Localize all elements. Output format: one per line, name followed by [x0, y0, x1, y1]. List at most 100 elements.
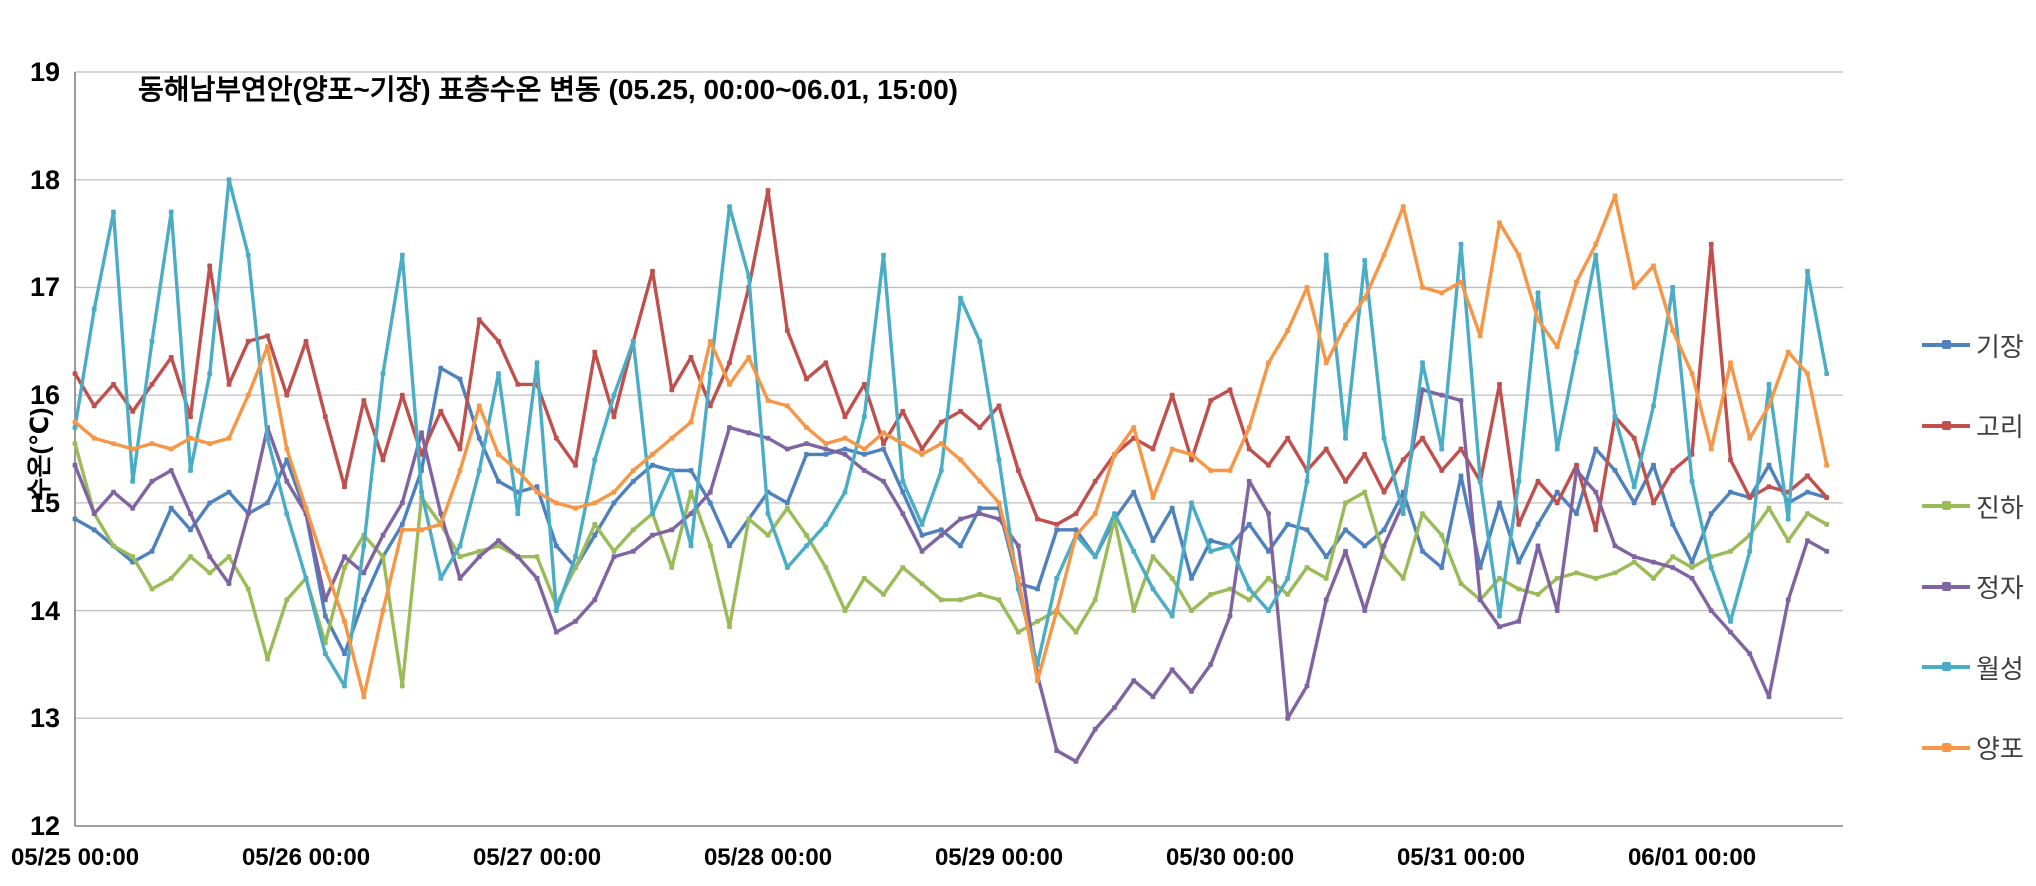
- marker: [111, 209, 116, 215]
- marker: [91, 527, 97, 533]
- marker: [842, 608, 848, 613]
- marker: [1015, 575, 1021, 581]
- marker: [707, 500, 713, 506]
- marker: [322, 651, 328, 657]
- marker: [1516, 559, 1522, 565]
- marker: [1612, 570, 1618, 576]
- marker: [1189, 608, 1194, 613]
- marker: [1805, 473, 1810, 479]
- marker: [1593, 252, 1599, 258]
- legend-item-양포: 양포: [1922, 733, 2024, 764]
- marker: [438, 522, 444, 527]
- marker: [322, 414, 328, 420]
- marker: [476, 468, 482, 473]
- marker: [226, 435, 232, 441]
- legend-line-swatch: [1922, 662, 1970, 671]
- legend-label: 양포: [1976, 734, 2024, 764]
- marker: [938, 527, 944, 533]
- marker: [457, 575, 463, 581]
- marker: [650, 452, 655, 457]
- marker: [573, 565, 578, 570]
- marker: [1439, 446, 1445, 452]
- marker: [265, 500, 270, 506]
- marker: [457, 543, 463, 549]
- marker: [1612, 468, 1618, 473]
- marker: [1400, 204, 1406, 209]
- y-tick-label-12: 12: [29, 811, 60, 841]
- marker: [1497, 624, 1502, 630]
- marker: [1169, 446, 1175, 452]
- marker: [1266, 360, 1271, 366]
- marker: [842, 446, 848, 452]
- marker: [284, 478, 290, 484]
- marker: [1246, 597, 1252, 603]
- marker: [1651, 500, 1656, 506]
- marker: [342, 651, 347, 657]
- marker: [842, 452, 848, 457]
- marker: [1150, 586, 1156, 592]
- marker: [1458, 473, 1464, 479]
- marker: [881, 441, 886, 446]
- marker: [842, 489, 848, 495]
- marker: [611, 392, 617, 398]
- marker: [438, 365, 444, 371]
- marker: [996, 457, 1002, 463]
- x-tick-label-1: 05/26 00:00: [241, 844, 371, 871]
- marker: [727, 624, 732, 630]
- marker: [515, 468, 521, 473]
- marker: [977, 425, 983, 430]
- marker: [842, 414, 848, 420]
- series-line-3: [73, 388, 1829, 764]
- marker: [1208, 592, 1214, 597]
- legend-line-swatch: [1922, 420, 1970, 430]
- marker: [1246, 478, 1252, 484]
- marker: [1150, 446, 1156, 452]
- marker: [476, 548, 482, 554]
- series-기장: [72, 365, 1830, 657]
- legend-marker: [1942, 501, 1951, 510]
- marker: [303, 575, 309, 581]
- series-line-2: [73, 441, 1829, 688]
- marker: [284, 457, 290, 463]
- marker: [1535, 290, 1541, 296]
- marker: [72, 425, 78, 430]
- marker: [1400, 457, 1406, 463]
- marker: [881, 592, 886, 597]
- marker: [168, 355, 174, 360]
- marker: [977, 505, 983, 511]
- marker: [707, 543, 713, 549]
- marker: [1246, 446, 1252, 452]
- marker: [842, 435, 848, 441]
- series-고리: [72, 188, 1830, 533]
- legend-item-고리: 고리: [1922, 411, 2024, 442]
- marker: [1747, 548, 1753, 554]
- series-양포: [72, 193, 1830, 700]
- marker: [1054, 527, 1060, 533]
- marker: [91, 435, 97, 441]
- marker: [1689, 371, 1695, 376]
- marker: [1208, 662, 1214, 667]
- marker: [380, 554, 386, 560]
- marker: [1246, 425, 1252, 430]
- marker: [1805, 489, 1810, 495]
- marker: [111, 543, 116, 549]
- marker: [823, 360, 829, 366]
- marker: [419, 430, 424, 436]
- marker: [1285, 575, 1291, 581]
- marker: [958, 516, 963, 522]
- marker: [727, 204, 732, 209]
- marker: [1651, 263, 1656, 269]
- marker: [457, 554, 463, 560]
- marker: [938, 532, 944, 538]
- marker: [399, 392, 405, 398]
- marker: [168, 575, 174, 581]
- marker: [1304, 565, 1310, 570]
- marker: [399, 527, 405, 533]
- marker: [1189, 452, 1194, 457]
- marker: [399, 252, 405, 258]
- legend-line-swatch: [1922, 340, 1970, 349]
- marker: [1035, 678, 1040, 683]
- marker: [765, 511, 771, 516]
- y-tick-label-17: 17: [29, 272, 60, 303]
- marker: [1343, 500, 1348, 506]
